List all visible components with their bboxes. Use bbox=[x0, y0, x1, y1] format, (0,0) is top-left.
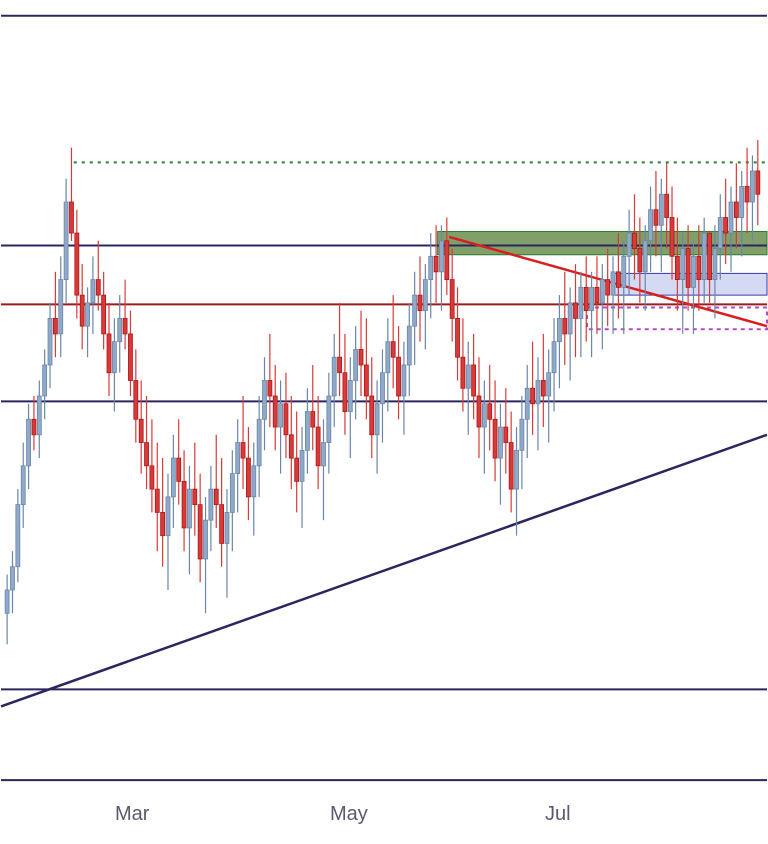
x-axis-label: Jul bbox=[545, 803, 571, 825]
candles-group bbox=[5, 140, 760, 644]
candlestick-chart: Mar May Jul bbox=[0, 0, 768, 844]
x-axis-label: May bbox=[330, 803, 368, 825]
x-axis-label: Mar bbox=[115, 803, 150, 825]
green-zone bbox=[438, 231, 767, 254]
chart-svg: Mar May Jul bbox=[0, 0, 768, 844]
rising-support bbox=[1, 435, 767, 707]
